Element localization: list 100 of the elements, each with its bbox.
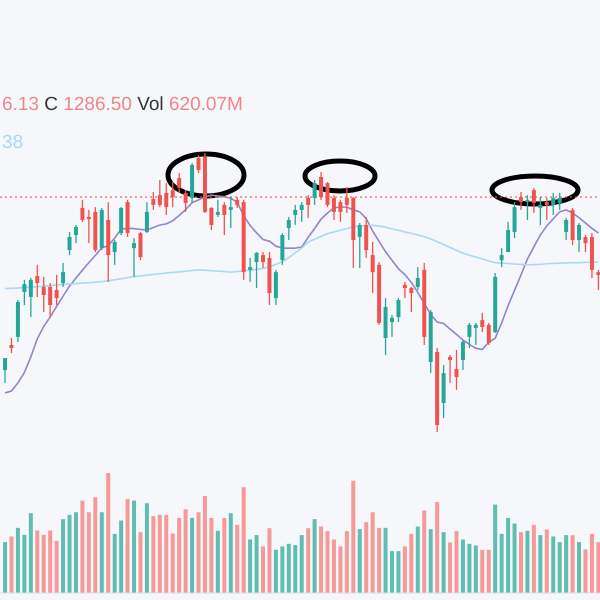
bar xyxy=(158,514,162,593)
bar xyxy=(190,518,194,593)
bar xyxy=(242,487,246,593)
candlestick xyxy=(35,264,40,298)
bar xyxy=(416,526,420,593)
bar xyxy=(177,518,182,593)
bar xyxy=(448,542,452,593)
bar xyxy=(274,550,278,593)
candlestick xyxy=(402,281,407,299)
bar xyxy=(74,512,78,593)
bar xyxy=(9,536,14,593)
bar xyxy=(16,528,20,593)
bar xyxy=(126,498,130,593)
candlestick xyxy=(9,337,14,354)
candlestick xyxy=(42,276,46,313)
candlestick xyxy=(338,199,342,223)
candlestick xyxy=(112,239,117,266)
candlestick xyxy=(48,282,52,319)
bar xyxy=(544,530,549,593)
bar xyxy=(254,535,259,593)
candlestick xyxy=(583,234,588,253)
bar xyxy=(467,544,472,593)
candlestick xyxy=(293,204,298,226)
bar xyxy=(132,500,136,593)
bar xyxy=(532,524,536,593)
bar xyxy=(248,539,252,593)
bar xyxy=(196,512,201,593)
bar xyxy=(202,496,207,593)
bar xyxy=(500,534,504,593)
bar xyxy=(261,546,266,593)
bar xyxy=(106,473,110,593)
bar xyxy=(551,536,556,593)
bar xyxy=(222,518,226,593)
candlestick xyxy=(396,297,400,323)
bar xyxy=(583,549,588,593)
bar xyxy=(518,532,523,593)
bar xyxy=(558,542,562,593)
candlestick xyxy=(409,286,414,313)
bar xyxy=(300,535,304,593)
candlestick xyxy=(286,216,291,241)
candlestick xyxy=(416,266,420,291)
candlestick xyxy=(312,179,317,206)
bar xyxy=(326,531,330,593)
bar xyxy=(235,524,240,593)
bar xyxy=(86,512,91,593)
bar xyxy=(442,532,446,593)
bar xyxy=(364,522,368,593)
candlestick xyxy=(480,312,484,333)
candlestick xyxy=(300,201,304,223)
bar xyxy=(460,539,465,593)
text: 6.13 C 1286.50 Vol 620.07M xyxy=(2,94,243,115)
candlestick xyxy=(467,322,472,349)
bar xyxy=(267,528,272,593)
candlestick xyxy=(486,322,491,346)
bar xyxy=(28,513,33,593)
candlestick xyxy=(448,354,452,384)
bar xyxy=(144,503,149,593)
bar xyxy=(538,535,542,593)
bar xyxy=(525,530,530,593)
bar xyxy=(564,535,568,593)
bar xyxy=(216,530,220,593)
bar xyxy=(351,480,356,593)
candlestick xyxy=(222,201,226,236)
candlestick xyxy=(261,251,266,269)
bar xyxy=(480,550,484,593)
candlestick xyxy=(500,247,504,268)
bar xyxy=(512,524,517,593)
bar xyxy=(338,546,342,593)
bar xyxy=(138,532,142,593)
candlestick xyxy=(506,221,510,253)
bar xyxy=(42,534,46,593)
candlestick xyxy=(28,277,33,318)
candlestick xyxy=(248,257,252,283)
bar xyxy=(68,514,72,593)
candlestick xyxy=(460,339,465,371)
bar xyxy=(454,531,458,593)
bar xyxy=(506,518,510,593)
bar xyxy=(119,520,124,593)
bar xyxy=(93,497,98,593)
bar xyxy=(590,534,594,593)
candlestick xyxy=(80,199,84,223)
candlestick xyxy=(538,196,542,226)
candlestick xyxy=(3,357,8,384)
candlestick xyxy=(558,192,562,211)
candlestick xyxy=(390,314,394,338)
bar xyxy=(435,502,440,593)
bar xyxy=(3,542,8,593)
candlestick xyxy=(54,274,59,306)
candlestick xyxy=(209,206,214,231)
bar xyxy=(286,544,291,593)
bar xyxy=(486,550,491,593)
candlestick xyxy=(254,251,259,289)
candlestick xyxy=(177,172,182,194)
candlestick xyxy=(216,199,220,218)
bar xyxy=(319,526,324,593)
candlestick xyxy=(596,269,600,291)
candlestick xyxy=(22,279,26,306)
bar xyxy=(570,535,575,593)
bar xyxy=(358,529,362,593)
bar xyxy=(48,530,52,593)
